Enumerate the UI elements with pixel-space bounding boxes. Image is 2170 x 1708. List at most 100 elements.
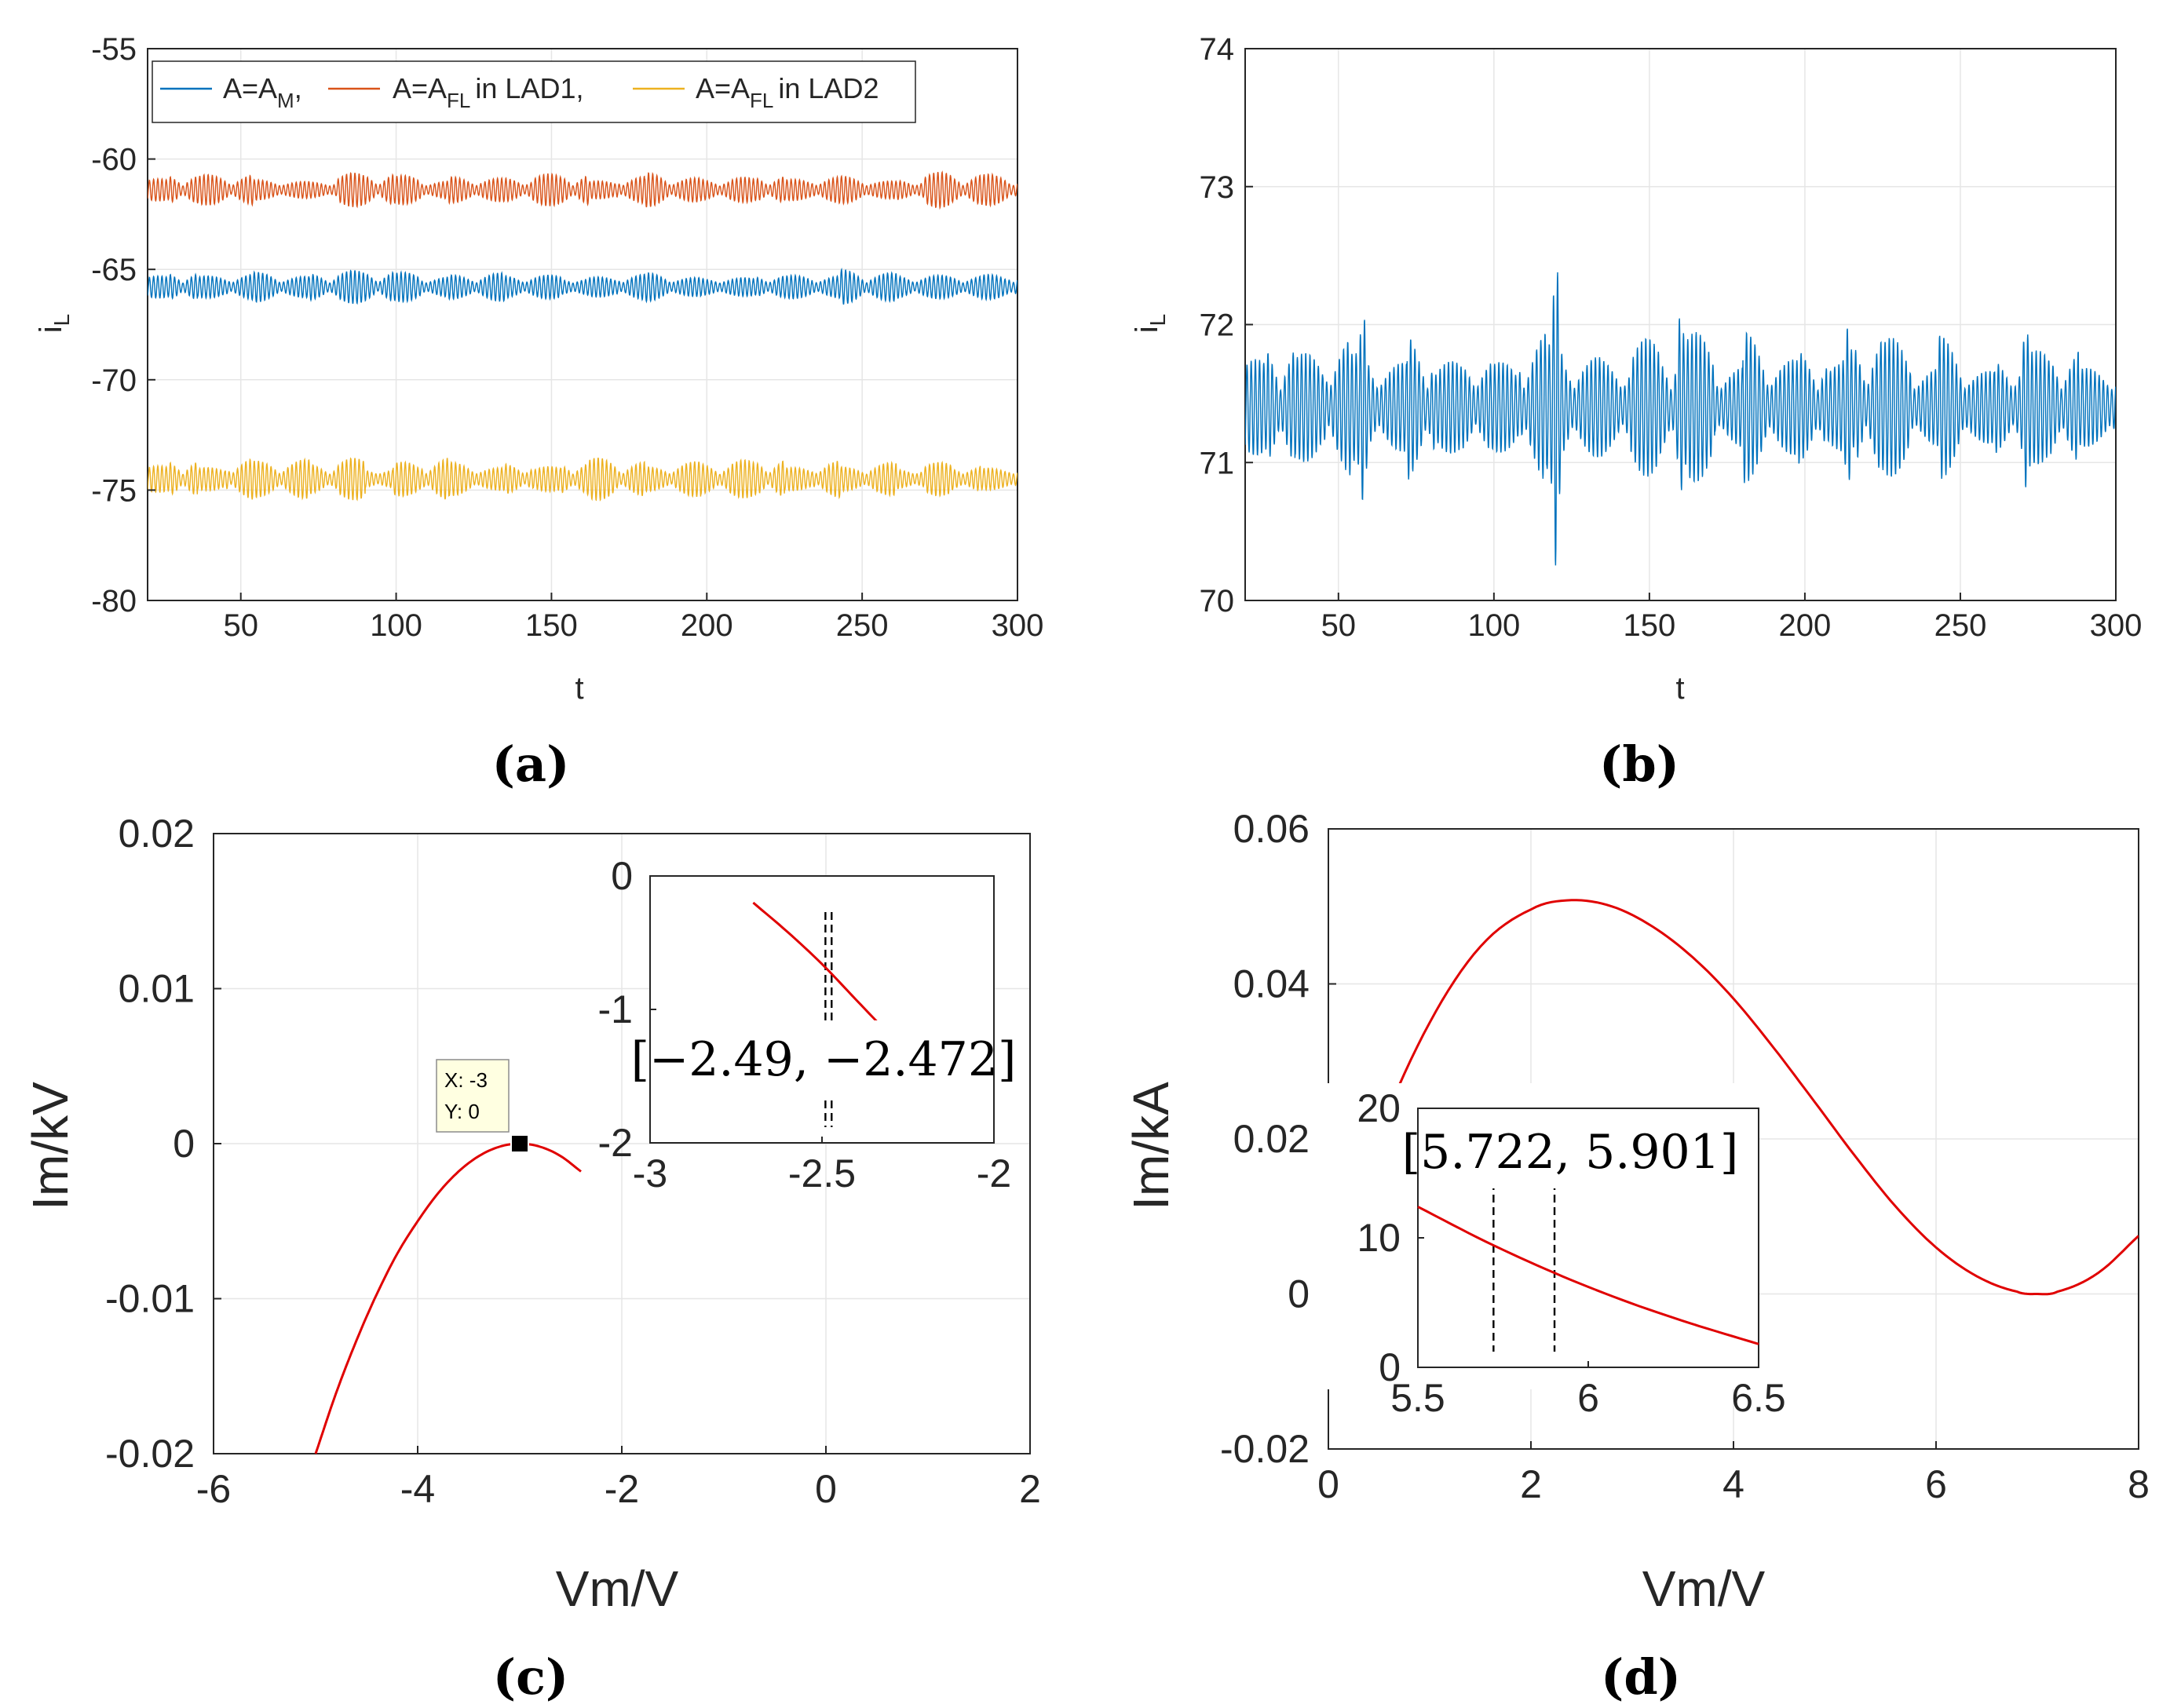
- inset-y-tick-label: 20: [1357, 1086, 1401, 1130]
- panel-c-x-axis-label: Vm/V: [556, 1560, 679, 1617]
- inset-y-tick-label: 10: [1357, 1216, 1401, 1260]
- panel-a-legend: A=AM, A=AFL in LAD1, A=AFL in LAD2: [152, 60, 916, 123]
- x-tick-label: 100: [370, 608, 422, 643]
- inset-d-ticks: 5.5 6 6.5 20 10 0: [1357, 1086, 1785, 1420]
- panel-a: -55 -60 -65 -70 -75 -80 50 100 150 200 250 300 t i…: [34, 32, 1043, 793]
- x-tick-label: 2: [1520, 1462, 1542, 1506]
- svg-text:iL: iL: [1130, 314, 1170, 333]
- panel-c-series: [314, 1142, 582, 1454]
- inset-d-plot: [1417, 1144, 1759, 1352]
- inset-c-background: [649, 875, 995, 1144]
- panel-a-label: (a): [492, 735, 570, 793]
- panel-b-y-axis-label: iL: [1130, 314, 1170, 333]
- panel-b-ylabel-sub: L: [1145, 314, 1170, 327]
- inset-x-tick-label: -3: [633, 1151, 667, 1195]
- y-tick-label: -65: [91, 253, 137, 287]
- inset-d-annotation-bg: [1426, 1115, 1718, 1188]
- y-tick-label: 0.04: [1233, 962, 1310, 1006]
- panel-a-axes-box: [147, 48, 1018, 601]
- x-tick-label: 0: [815, 1467, 837, 1511]
- panel-c-y-ticks: 0.02 0.01 0 -0.01 -0.02: [105, 812, 221, 1476]
- legend-box: [152, 60, 916, 123]
- inset-y-tick-label: 0: [1379, 1345, 1401, 1389]
- panel-a-ylabel-main: i: [34, 326, 68, 333]
- datatip-y-label: Y: 0: [444, 1100, 480, 1123]
- x-tick-label: 8: [2128, 1462, 2150, 1506]
- x-tick-label: 200: [1779, 608, 1832, 643]
- legend-label-lad1-tail: in LAD1,: [475, 72, 583, 104]
- y-tick-label: 0.01: [119, 967, 195, 1011]
- y-tick-label: 0.02: [1233, 1117, 1310, 1161]
- y-tick-label: -70: [91, 363, 137, 398]
- panel-b-y-ticks: 70 71 72 73 74: [1200, 32, 1253, 619]
- panel-c-inset: -3 -2.5 -2 0 -1 -2 [−2.49, −2.472]: [598, 854, 1017, 1195]
- y-tick-label: 0: [1288, 1272, 1310, 1316]
- x-tick-label: 300: [992, 608, 1044, 643]
- y-tick-label: -0.02: [1220, 1427, 1310, 1471]
- y-tick-label: -0.01: [105, 1277, 195, 1321]
- legend-label-lad1-main: A=A: [393, 72, 447, 104]
- datatip[interactable]: X: -3 Y: 0: [436, 1059, 529, 1153]
- y-tick-label: -55: [91, 32, 137, 67]
- panel-d-x-axis-label: Vm/V: [1642, 1560, 1766, 1617]
- datatip-x-label: X: -3: [444, 1068, 488, 1092]
- x-tick-label: 250: [836, 608, 889, 643]
- y-tick-label: -80: [91, 584, 137, 619]
- y-tick-label: 0.02: [119, 812, 195, 856]
- y-tick-label: -0.02: [105, 1432, 195, 1476]
- inset-curve: [1417, 1206, 1759, 1345]
- inset-d-interval-label: [5.722, 5.901]: [1402, 1125, 1739, 1180]
- panel-b-x-ticks: 50 100 150 200 250 300: [1321, 593, 2143, 643]
- inset-y-tick-label: -1: [598, 987, 633, 1031]
- panel-c-label: (c): [493, 1648, 568, 1706]
- y-tick-label: -60: [91, 143, 137, 177]
- x-tick-label: 50: [1321, 608, 1357, 643]
- inset-c-annotation-bg: [661, 1020, 986, 1099]
- panel-d-y-ticks: 0.06 0.04 0.02 0 -0.02: [1220, 807, 1336, 1471]
- x-tick-label: 0: [1317, 1462, 1339, 1506]
- inset-y-tick-label: -2: [598, 1121, 633, 1165]
- legend-label-am-sub: M: [277, 89, 294, 112]
- panel-c: 0.020.010-0.01-0.02 -6 -4 -2 0 2 Vm/V Im/kV …: [22, 812, 1041, 1706]
- panel-b: 70 71 72 73 74 50 100 150 200 250 300 t iL (b): [1130, 32, 2142, 793]
- inset-x-tick-label: -2.5: [788, 1151, 856, 1195]
- svg-text:A=AM,: A=AM,: [223, 72, 302, 112]
- x-tick-label: 4: [1722, 1462, 1744, 1506]
- y-tick-label: 71: [1200, 446, 1235, 480]
- inset-y-tick-label: 0: [611, 854, 633, 898]
- x-tick-label: 50: [223, 608, 258, 643]
- x-tick-label: 150: [525, 608, 578, 643]
- panel-c-y-axis-label: Im/kV: [22, 1082, 79, 1210]
- legend-label-lad1-sub: FL: [447, 89, 470, 112]
- legend-label-am-main: A=A: [223, 72, 277, 104]
- x-tick-label: 6: [1925, 1462, 1947, 1506]
- panel-a-grid: [148, 48, 1018, 601]
- panel-a-series: [148, 170, 1017, 502]
- inset-c-ticks: -3 -2.5 -2 0 -1 -2: [598, 854, 1012, 1195]
- x-tick-label: 300: [2090, 608, 2143, 643]
- panel-b-grid: [1245, 48, 2117, 601]
- inset-x-tick-label: 6.5: [1731, 1376, 1786, 1420]
- inset-x-tick-label: 6: [1577, 1376, 1599, 1420]
- x-tick-label: -4: [400, 1467, 435, 1511]
- svg-text:iL: iL: [34, 314, 74, 333]
- y-tick-label: 73: [1200, 170, 1235, 205]
- x-tick-label: 250: [1934, 608, 1987, 643]
- panel-d-x-ticks: 0 2 4 6 8: [1317, 1441, 2150, 1506]
- panel-c-x-ticks: -6 -4 -2 0 2: [196, 1446, 1041, 1511]
- x-tick-label: -2: [605, 1467, 639, 1511]
- panel-a-y-ticks: -55 -60 -65 -70 -75 -80: [91, 32, 155, 619]
- panel-a-x-axis-label: t: [575, 671, 583, 706]
- y-tick-label: -75: [91, 473, 137, 508]
- y-tick-label: 72: [1200, 308, 1235, 343]
- panel-a-ylabel-sub: L: [49, 314, 74, 327]
- panel-b-label: (b): [1599, 735, 1679, 793]
- inset-curve: [752, 901, 892, 1038]
- legend-label-lad2-sub: FL: [750, 89, 773, 112]
- x-tick-label: -6: [196, 1467, 231, 1511]
- inset-c-interval-label: [−2.49, −2.472]: [631, 1032, 1017, 1087]
- panel-a-x-ticks: 50 100 150 200 250 300: [223, 593, 1043, 643]
- inset-x-tick-label: 5.5: [1390, 1376, 1445, 1420]
